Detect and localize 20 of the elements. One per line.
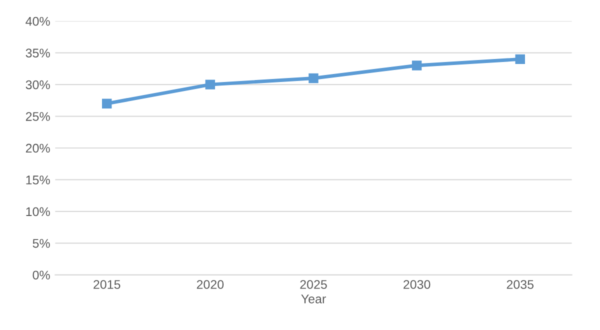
- x-tick-label: 2025: [300, 280, 327, 289]
- x-tick-label: 2035: [506, 280, 534, 289]
- y-tick-label: 40%: [26, 16, 50, 26]
- y-tick-label: 20%: [26, 144, 50, 153]
- y-tick-label: 0%: [32, 270, 50, 280]
- y-tick-label: 15%: [26, 176, 50, 184]
- x-tick-label: 2020: [196, 280, 224, 289]
- point: [412, 60, 422, 70]
- x-tick-label: 2015: [94, 280, 120, 289]
- point: [515, 54, 525, 64]
- point: [102, 98, 112, 108]
- y-tick-label: 10%: [26, 207, 50, 216]
- y-tick-label: 5%: [32, 239, 50, 248]
- x-tick-label: 2030: [404, 280, 430, 289]
- x-axis-title: Year: [301, 294, 326, 304]
- y-tick-label: 35%: [26, 48, 50, 58]
- y-tick-label: 25%: [26, 112, 50, 121]
- point: [205, 80, 216, 90]
- y-tick-label: 30%: [26, 80, 50, 90]
- point: [308, 73, 318, 84]
